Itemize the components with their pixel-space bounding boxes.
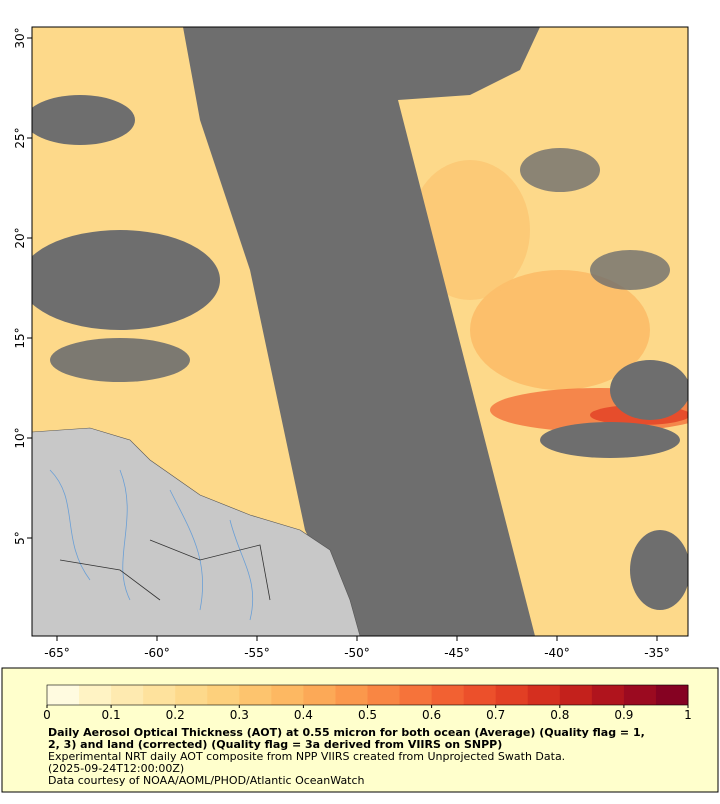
y-tick-label: 10° [13, 427, 27, 448]
colorbar-tick-label: 0.5 [358, 708, 377, 722]
colorbar-tick-label: 0.2 [166, 708, 185, 722]
colorbar-swatch [495, 685, 529, 705]
map-image [32, 27, 688, 636]
colorbar-tick-label: 1 [684, 708, 692, 722]
x-tick-label: -45° [444, 646, 470, 660]
x-tick-label: -35° [644, 646, 670, 660]
colorbar-swatch [207, 685, 240, 705]
caption-line: (2025-09-24T12:00:00Z) [48, 762, 184, 775]
colorbar-swatch [303, 685, 336, 705]
y-tick-label: 25° [13, 127, 27, 148]
colorbar-tick-label: 0 [43, 708, 51, 722]
x-tick-label: -50° [344, 646, 370, 660]
x-tick-label: -60° [144, 646, 170, 660]
caption-title: Daily Aerosol Optical Thickness (AOT) at… [48, 726, 645, 739]
colorbar-swatch [655, 685, 689, 705]
y-tick-label: 15° [13, 327, 27, 348]
colorbar-swatch [143, 685, 176, 705]
colorbar-swatch [463, 685, 497, 705]
caption-title: 2, 3) and land (corrected) (Quality flag… [48, 738, 502, 751]
colorbar-swatch [79, 685, 112, 705]
y-tick-label: 30° [13, 27, 27, 48]
x-tick-label: -40° [544, 646, 570, 660]
colorbar-swatch [367, 685, 401, 705]
x-tick-label: -65° [44, 646, 70, 660]
colorbar-swatch [47, 685, 80, 705]
map-frame [31, 26, 689, 637]
colorbar-tick-label: 0.7 [486, 708, 505, 722]
colorbar-swatch [591, 685, 625, 705]
colorbar-tick-label: 0.1 [102, 708, 121, 722]
colorbar-swatch [175, 685, 208, 705]
caption-line: Experimental NRT daily AOT composite fro… [48, 750, 565, 763]
colorbar-tick-label: 0.6 [422, 708, 441, 722]
x-tick-label: -55° [244, 646, 270, 660]
y-tick-label: 20° [13, 227, 27, 248]
colorbar-tick-label: 0.8 [550, 708, 569, 722]
colorbar-swatch [239, 685, 272, 705]
y-tick-label: 5° [13, 531, 27, 545]
colorbar-swatch [431, 685, 465, 705]
colorbar-tick-label: 0.4 [294, 708, 313, 722]
colorbar-tick-label: 0.3 [230, 708, 249, 722]
caption-line: Data courtesy of NOAA/AOML/PHOD/Atlantic… [48, 774, 365, 787]
colorbar-swatch [559, 685, 593, 705]
colorbar-swatch [527, 685, 561, 705]
colorbar-swatch [399, 685, 433, 705]
colorbar-swatch [335, 685, 368, 705]
colorbar-swatch [271, 685, 304, 705]
colorbar-swatch [111, 685, 144, 705]
colorbar-tick-label: 0.9 [614, 708, 633, 722]
colorbar-swatch [623, 685, 657, 705]
